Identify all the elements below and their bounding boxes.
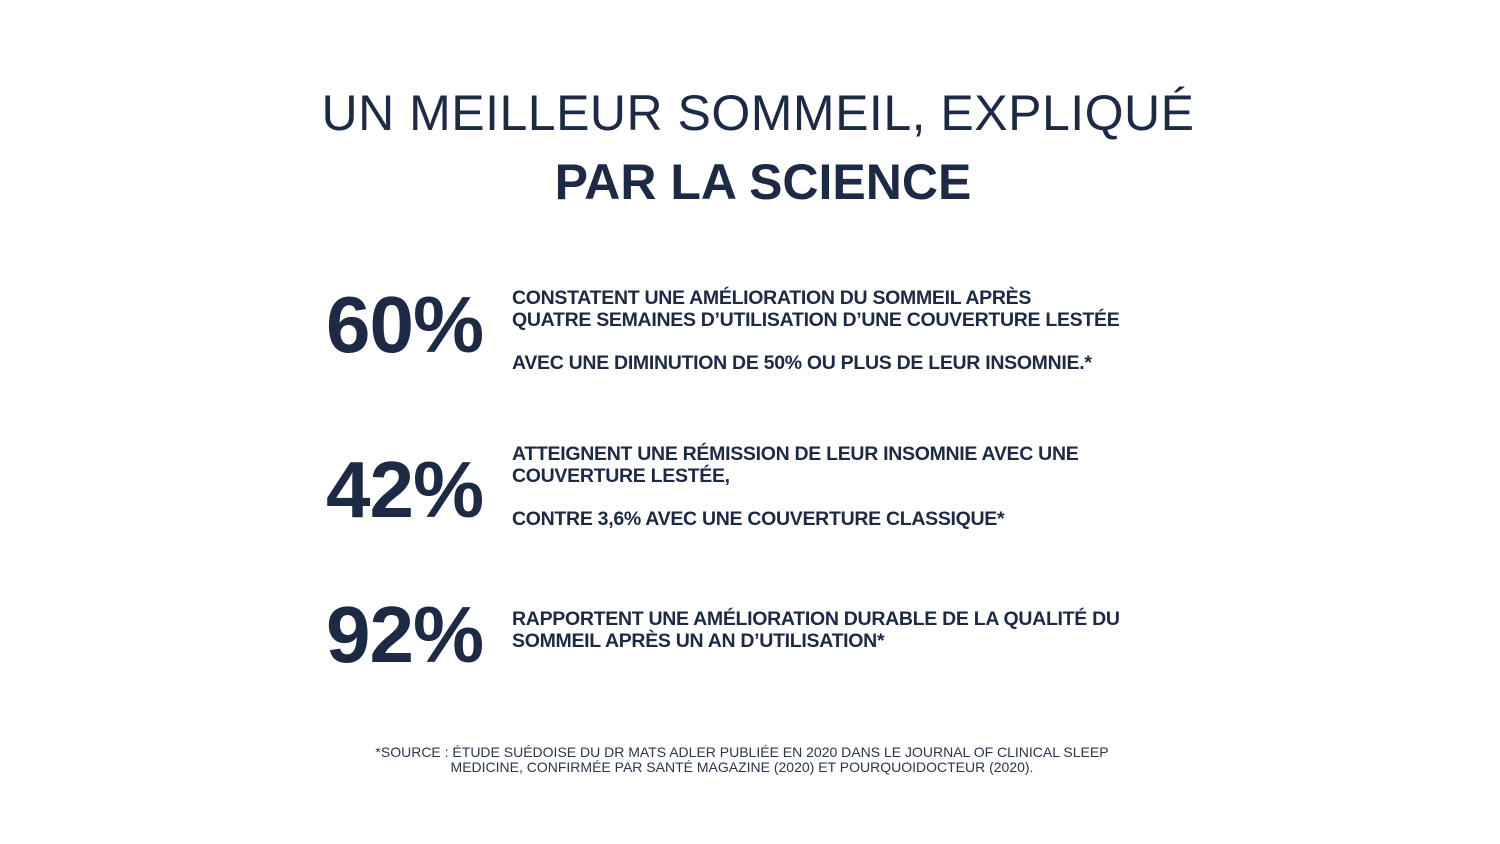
stat-secondary: CONTRE 3,6% AVEC UNE COUVERTURE CLASSIQU… — [512, 508, 1005, 530]
stat-description: ATTEIGNENT UNE RÉMISSION DE LEUR INSOMNI… — [512, 443, 1079, 530]
source-footnote: *SOURCE : ÉTUDE SUÉDOISE DU DR MATS ADLE… — [0, 745, 1484, 775]
stat-line: ATTEIGNENT UNE RÉMISSION DE LEUR INSOMNI… — [512, 443, 1079, 465]
stat-value: 92% — [326, 590, 484, 679]
stat-description: CONSTATENT UNE AMÉLIORATION DU SOMMEIL A… — [512, 287, 1120, 374]
stat-line: CONSTATENT UNE AMÉLIORATION DU SOMMEIL A… — [512, 287, 1032, 309]
stat-line: QUATRE SEMAINES D’UTILISATION D’UNE COUV… — [512, 309, 1120, 331]
footnote-line: MEDICINE, CONFIRMÉE PAR SANTÉ MAGAZINE (… — [450, 759, 1034, 775]
title-line-1: UN MEILLEUR SOMMEIL, EXPLIQUÉ — [321, 85, 1195, 141]
stat-line: RAPPORTENT UNE AMÉLIORATION DURABLE DE L… — [512, 608, 1120, 630]
stat-value: 60% — [326, 280, 484, 369]
stat-description: RAPPORTENT UNE AMÉLIORATION DURABLE DE L… — [512, 608, 1120, 652]
stat-value: 42% — [326, 445, 484, 534]
stat-line: SOMMEIL APRÈS UN AN D’UTILISATION* — [512, 630, 885, 652]
stat-line: COUVERTURE LESTÉE, — [512, 465, 730, 487]
title-line-2: PAR LA SCIENCE — [554, 154, 972, 210]
footnote-line: *SOURCE : ÉTUDE SUÉDOISE DU DR MATS ADLE… — [375, 744, 1109, 760]
stat-secondary: AVEC UNE DIMINUTION DE 50% OU PLUS DE LE… — [512, 352, 1092, 374]
